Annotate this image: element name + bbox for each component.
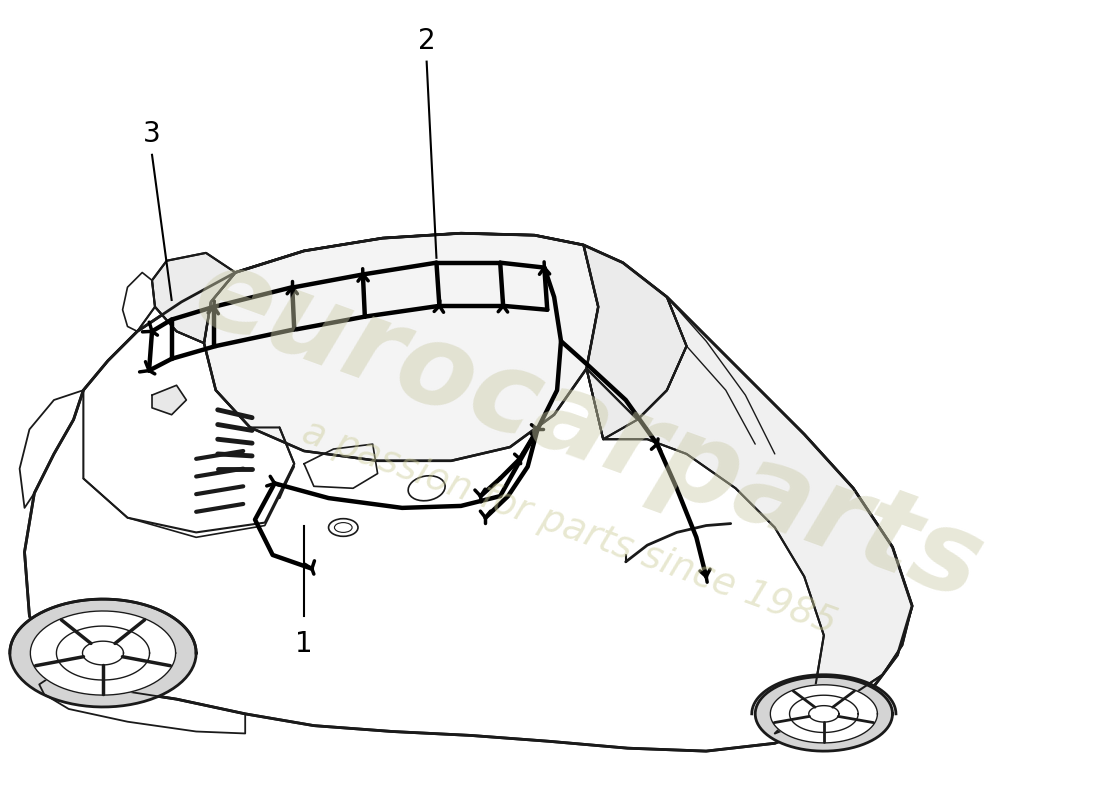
Polygon shape [31,611,176,695]
Polygon shape [56,626,150,680]
Text: a passion for parts since 1985: a passion for parts since 1985 [297,414,842,642]
Polygon shape [584,245,686,439]
Text: 2: 2 [418,26,436,54]
Polygon shape [756,677,892,751]
Polygon shape [586,297,912,734]
Text: 3: 3 [143,120,161,148]
Polygon shape [152,386,186,414]
Polygon shape [204,234,598,461]
Polygon shape [770,685,878,743]
Polygon shape [82,641,123,665]
Polygon shape [24,234,912,751]
Text: 1: 1 [295,630,312,658]
Polygon shape [10,599,196,707]
Polygon shape [808,706,839,722]
Polygon shape [790,695,858,733]
Polygon shape [152,253,235,343]
Text: eurocarparts: eurocarparts [179,235,998,623]
